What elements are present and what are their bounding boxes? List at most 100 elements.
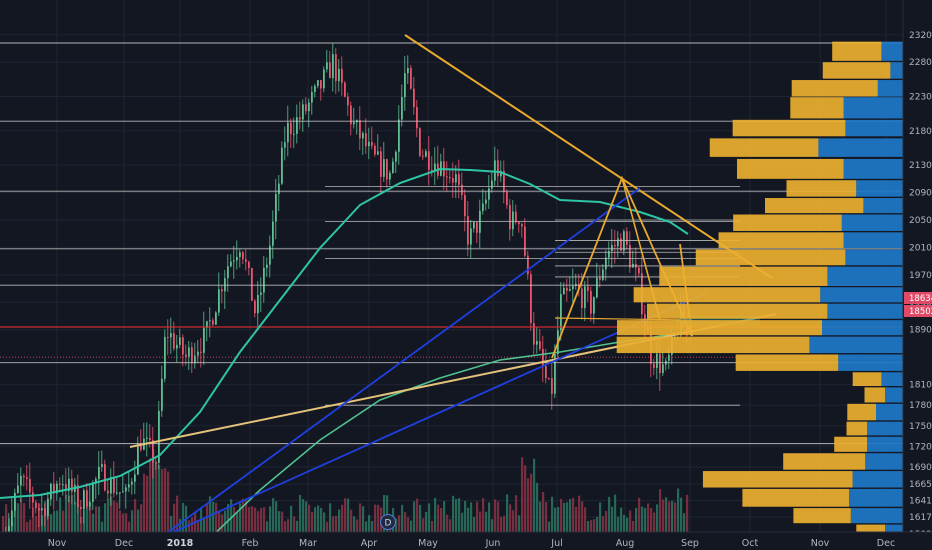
volume-bar [431,520,434,532]
volume-bar [527,478,530,532]
candle [77,484,79,508]
candle [515,211,517,223]
candle [170,333,172,338]
candle [602,269,604,280]
price-tick-label: 16410 [909,497,932,507]
dividend-flag[interactable]: D [380,514,396,530]
volume-bar [677,488,680,532]
volume-bar [464,500,467,532]
candle [548,378,550,380]
candle [407,68,409,74]
dividend-flag-circle [380,514,396,530]
volume-bar [683,513,686,532]
blue-line-1 [159,187,641,539]
volume-bar [518,515,521,532]
candle [17,485,19,493]
candle [470,228,472,245]
volume-profile-bar-down [877,80,903,97]
volume-profile-bar-up [786,180,857,197]
candle [338,68,340,82]
volume-profile-bar-down [843,97,903,119]
volume-bar [308,504,311,532]
volume-bar [554,507,557,532]
candle [479,210,481,233]
candle [161,378,163,411]
volume-bar [461,512,464,532]
volume-bar [581,501,584,532]
volume-bar [155,461,158,532]
volume-bar [29,519,32,532]
candle [404,73,406,98]
candle [305,104,307,112]
candle [476,222,478,233]
candle [293,133,295,135]
volume-bar [95,506,98,532]
volume-profile-bar-up [659,266,828,286]
volume-bar [656,504,659,532]
volume-bar [386,495,389,532]
volume-profile-bar-down [856,180,903,197]
volume-bar [59,497,62,532]
volume-bar [638,497,641,532]
candle [584,286,586,308]
candle [434,163,436,171]
candle [419,128,421,156]
volume-bar [227,504,230,532]
volume-bar [242,498,245,532]
candle [329,62,331,79]
volume-bar [383,495,386,532]
candle [401,97,403,120]
volume-profile-bar-up [847,403,876,421]
candle [617,238,619,247]
volume-profile-bar-down [881,41,903,61]
volume-bar [413,501,416,532]
candle [53,483,55,494]
candle [302,104,304,120]
volume-bar [5,504,8,532]
volume-bar [104,503,107,532]
volume-bar [548,521,551,532]
volume-bar [596,516,599,532]
volume-bar [497,501,500,532]
time-tick-label: Oct [742,538,759,549]
volume-bar [251,506,254,532]
candle [566,287,568,291]
candle [386,159,388,180]
volume-bar [158,465,161,532]
volume-bar [641,506,644,532]
volume-bar [254,507,257,532]
volume-bar [515,495,518,532]
volume-bar [233,506,236,532]
candle [230,261,232,267]
candle [536,341,538,345]
volume-profile-bar-down [885,387,903,403]
volume-bar [611,506,614,532]
volume-bar [125,513,128,532]
time-tick-label: Dec [115,538,133,549]
volume-bar [542,491,545,532]
candle [425,151,427,157]
candle [365,133,367,147]
candle [446,176,448,178]
volume-bar [476,501,479,532]
candle [512,211,514,230]
candle [317,80,319,86]
candle [464,195,466,217]
volume-bar [113,500,116,532]
time-tick-label: Apr [361,538,378,549]
volume-bar [593,519,596,532]
candle [395,151,397,162]
volume-bar [353,516,356,532]
candle [473,222,475,229]
volume-bar [407,517,410,532]
candle [254,300,256,314]
volume-bar [608,496,611,532]
volume-bar [62,510,65,532]
candle [461,184,463,196]
candle [275,193,277,222]
volume-bar [203,517,206,532]
time-tick-label: Mar [299,538,317,549]
volume-bar [668,501,671,532]
volume-bar [419,504,422,532]
